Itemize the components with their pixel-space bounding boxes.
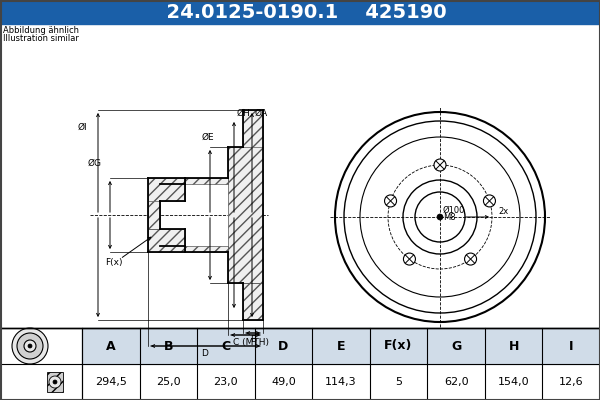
Polygon shape [243,283,263,320]
Text: ØE: ØE [202,132,214,142]
Text: Illustration similar: Illustration similar [3,34,79,43]
Text: 114,3: 114,3 [325,377,357,387]
Text: 62,0: 62,0 [444,377,469,387]
Text: Ø100: Ø100 [443,206,466,214]
Polygon shape [243,110,263,147]
Text: 5: 5 [395,377,402,387]
Bar [82,328,600,364]
Text: 25,0: 25,0 [156,377,181,387]
Text: C: C [221,340,230,352]
Text: ØI: ØI [78,122,88,132]
Text: 294,5: 294,5 [95,377,127,387]
Text: D: D [202,348,208,358]
Text: C (MTH): C (MTH) [233,338,269,346]
Text: E: E [337,340,345,352]
Circle shape [403,253,415,265]
Text: D: D [278,340,289,352]
Circle shape [464,253,476,265]
Text: 24.0125-0190.1    425190: 24.0125-0190.1 425190 [153,2,447,22]
Text: ØH: ØH [237,108,251,118]
Circle shape [12,328,48,364]
Text: M8: M8 [443,212,455,222]
Text: F(x): F(x) [385,340,413,352]
Polygon shape [185,178,228,184]
Text: H: H [508,340,519,352]
Text: ØA: ØA [255,108,268,118]
Circle shape [437,214,443,220]
Polygon shape [148,229,185,252]
Polygon shape [185,246,228,252]
Bar [0,328,600,400]
Circle shape [17,333,43,359]
Text: 2x: 2x [498,208,508,216]
Circle shape [53,380,57,384]
Circle shape [484,195,496,207]
Polygon shape [148,178,185,201]
Circle shape [434,159,446,171]
Polygon shape [148,201,160,229]
Text: F(x): F(x) [105,258,122,268]
Text: 49,0: 49,0 [271,377,296,387]
Text: I: I [569,340,574,352]
Text: 154,0: 154,0 [498,377,529,387]
Text: 23,0: 23,0 [214,377,238,387]
Circle shape [49,376,61,388]
Bar [47,372,63,392]
Polygon shape [228,147,263,283]
Text: ØG: ØG [88,158,102,168]
Bar [0,24,600,328]
Text: B: B [250,336,256,344]
Circle shape [28,344,32,348]
Bar [0,0,600,24]
Circle shape [385,195,397,207]
Text: B: B [164,340,173,352]
Text: 12,6: 12,6 [559,377,584,387]
Text: G: G [451,340,461,352]
Circle shape [24,340,36,352]
Text: Abbildung ähnlich: Abbildung ähnlich [3,26,79,35]
Text: A: A [106,340,116,352]
